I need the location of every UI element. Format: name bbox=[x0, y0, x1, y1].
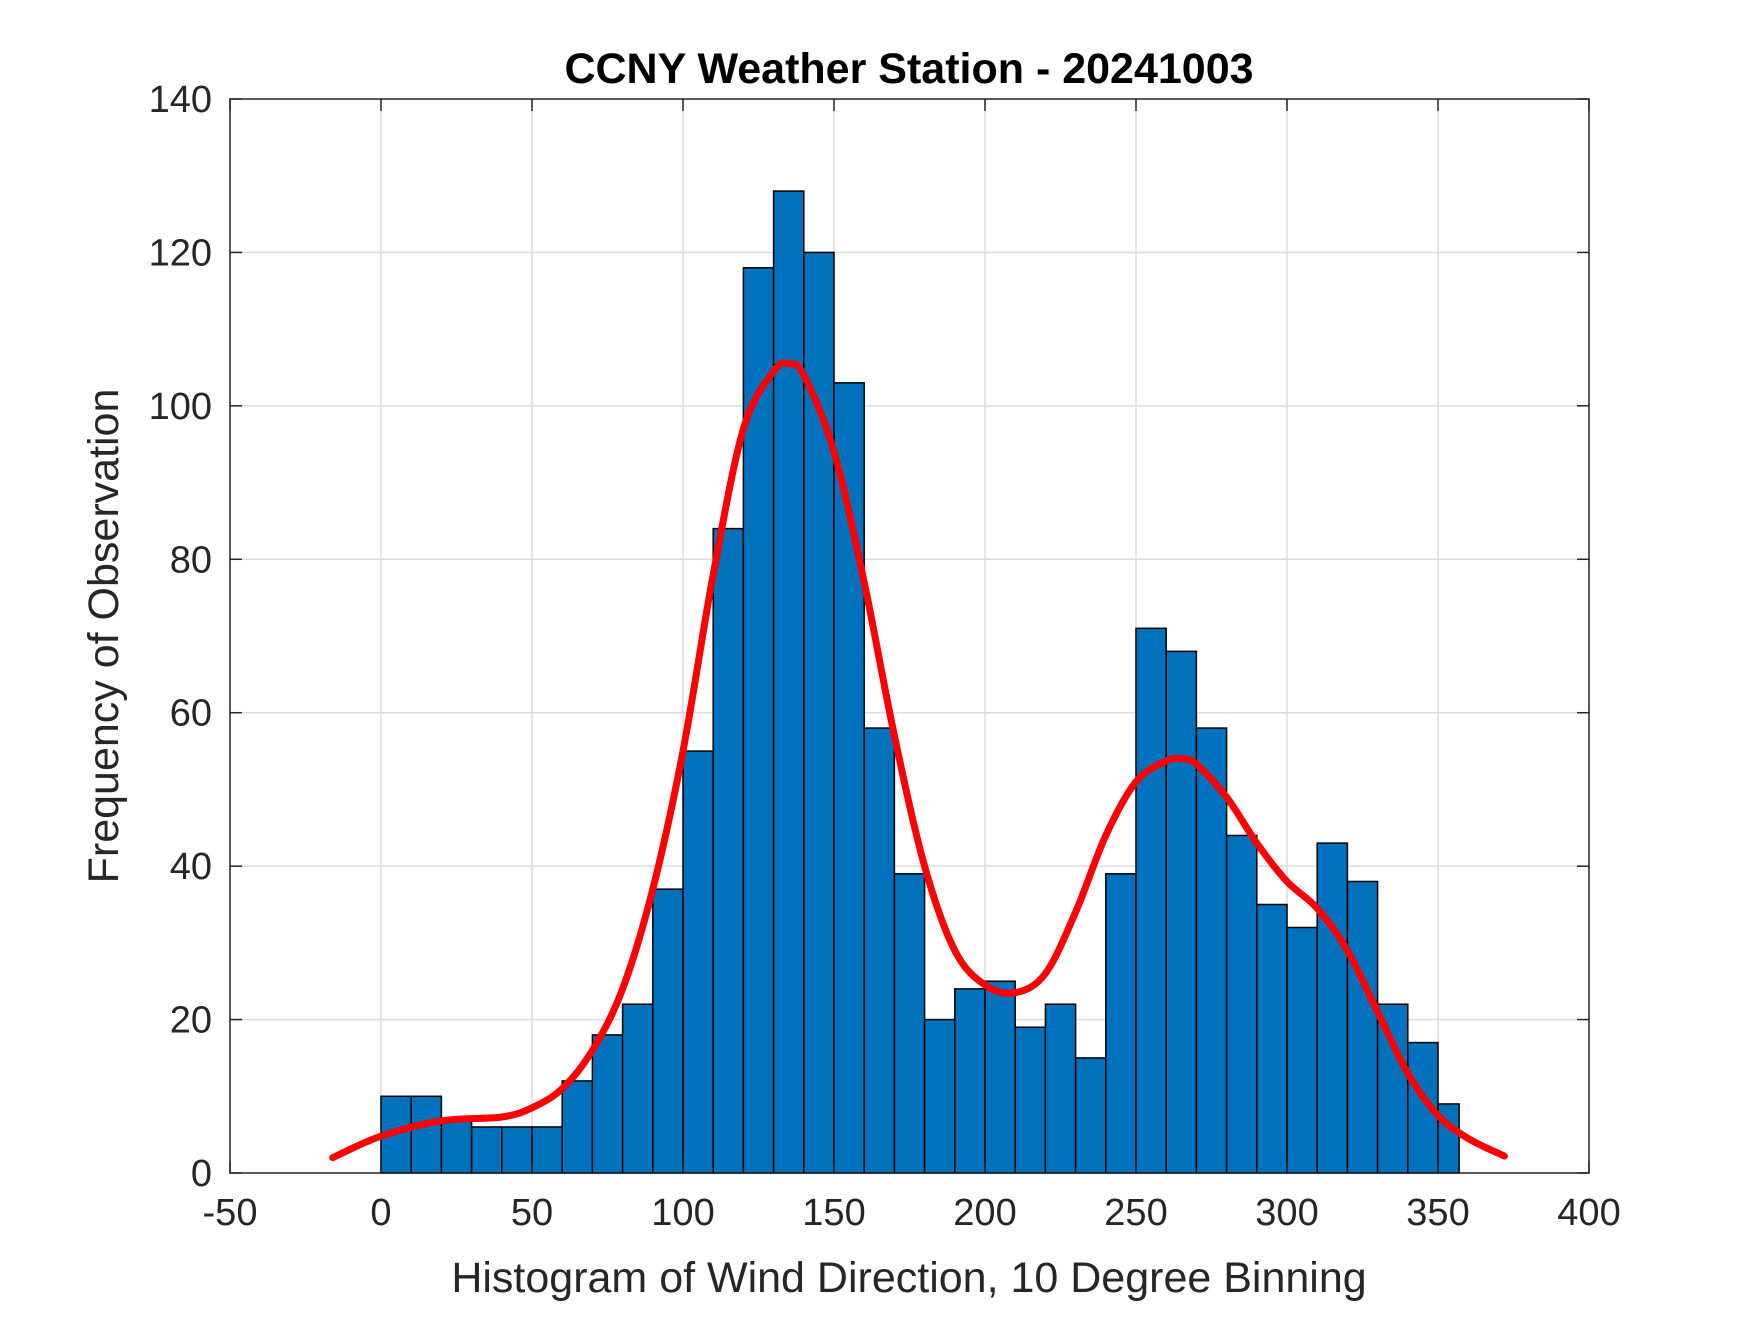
x-tick-label: 200 bbox=[953, 1192, 1016, 1234]
histogram-bar bbox=[954, 988, 986, 1174]
y-tick-label: 0 bbox=[191, 1153, 212, 1195]
x-tick-label: 150 bbox=[802, 1192, 865, 1234]
histogram-bar bbox=[1316, 842, 1349, 1174]
y-axis-label: Frequency of Observation bbox=[80, 389, 128, 884]
x-tick-labels: -50 0 50 100 150 200 250 300 350 400 bbox=[203, 1192, 1621, 1234]
histogram-bar bbox=[501, 1126, 533, 1174]
fit-curve-layer bbox=[329, 359, 1508, 1162]
x-tick-label: 50 bbox=[511, 1192, 553, 1234]
histogram-bar bbox=[621, 1003, 654, 1174]
x-tick-label: 350 bbox=[1406, 1192, 1469, 1234]
histogram-bar bbox=[1135, 627, 1167, 1174]
histogram-bar bbox=[470, 1126, 503, 1174]
histogram-bar bbox=[440, 1118, 473, 1174]
y-tick-label: 80 bbox=[170, 539, 212, 581]
histogram-bar bbox=[652, 888, 684, 1174]
y-tick-label: 60 bbox=[170, 693, 212, 735]
histogram-bar bbox=[561, 1080, 594, 1174]
histogram-bar bbox=[984, 980, 1016, 1174]
histogram-bar bbox=[1225, 834, 1258, 1174]
histogram-bar bbox=[1376, 1003, 1409, 1174]
histogram-bar bbox=[712, 527, 745, 1174]
histogram-bars bbox=[380, 190, 1460, 1174]
x-axis-label: Histogram of Wind Direction, 10 Degree B… bbox=[451, 1254, 1366, 1302]
chart-title: CCNY Weather Station - 20241003 bbox=[564, 45, 1253, 93]
histogram-bar bbox=[682, 750, 714, 1174]
histogram-bar bbox=[1014, 1026, 1047, 1174]
x-tick-label: 300 bbox=[1255, 1192, 1318, 1234]
histogram-bar bbox=[1044, 1003, 1077, 1174]
x-tick-label: 400 bbox=[1557, 1192, 1620, 1234]
histogram-bar bbox=[1105, 873, 1137, 1174]
axes-border bbox=[229, 98, 1590, 1174]
histogram-bar bbox=[531, 1126, 563, 1174]
histogram-bar bbox=[1256, 903, 1288, 1174]
histogram-bar bbox=[591, 1034, 624, 1174]
fit-curve-line bbox=[329, 359, 1508, 1162]
histogram-bar bbox=[893, 873, 926, 1174]
histogram-bar bbox=[923, 1018, 956, 1174]
histogram-bar bbox=[1165, 650, 1198, 1174]
histogram-bar bbox=[1286, 926, 1318, 1174]
y-tick-label: 100 bbox=[149, 386, 212, 428]
axes-box bbox=[229, 98, 1590, 1174]
histogram-bar bbox=[742, 267, 775, 1174]
histogram-bar bbox=[410, 1095, 443, 1174]
y-tick-label: 20 bbox=[170, 1000, 212, 1042]
y-tick-label: 140 bbox=[149, 79, 212, 121]
histogram-bar bbox=[863, 727, 896, 1174]
histogram-bar bbox=[1346, 880, 1379, 1174]
x-tick-label: 0 bbox=[370, 1192, 391, 1234]
y-tick-label: 120 bbox=[149, 232, 212, 274]
y-tick-label: 40 bbox=[170, 846, 212, 888]
histogram-bar bbox=[1074, 1057, 1107, 1174]
y-tick-labels: 0 20 40 60 80 100 120 140 bbox=[149, 79, 212, 1195]
x-tick-label: -50 bbox=[203, 1192, 258, 1234]
histogram-bar bbox=[772, 190, 805, 1174]
x-tick-label: 100 bbox=[651, 1192, 714, 1234]
x-tick-label: 250 bbox=[1104, 1192, 1167, 1234]
